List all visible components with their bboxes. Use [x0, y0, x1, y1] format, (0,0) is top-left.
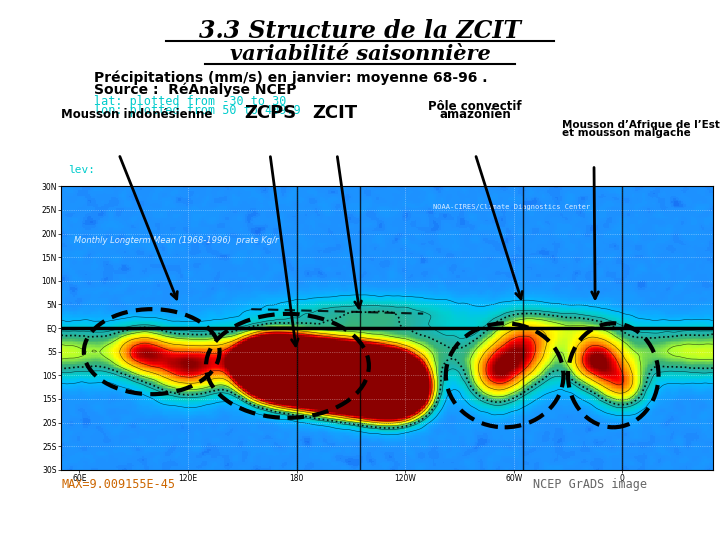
- Text: ZCPS: ZCPS: [244, 104, 296, 122]
- Text: Mousson indonésienne: Mousson indonésienne: [61, 109, 212, 122]
- Text: Pôle convectif: Pôle convectif: [428, 100, 522, 113]
- Text: Monthly Longterm Mean (1968-1996)  prate Kg/r: Monthly Longterm Mean (1968-1996) prate …: [74, 236, 279, 245]
- Text: Source :  RéAnalyse NCEP: Source : RéAnalyse NCEP: [94, 82, 296, 97]
- Text: et mousson malgache: et mousson malgache: [562, 127, 690, 138]
- Text: MAX=9.009155E-45: MAX=9.009155E-45: [61, 478, 175, 491]
- Text: amazonien: amazonien: [439, 109, 511, 122]
- Text: lev:: lev:: [68, 165, 95, 175]
- Text: Mousson d’Afrique de l’Est: Mousson d’Afrique de l’Est: [562, 119, 719, 130]
- Text: NCEP GrADS image: NCEP GrADS image: [533, 478, 647, 491]
- Text: Précipitations (mm/s) en janvier: moyenne 68-96 .: Précipitations (mm/s) en janvier: moyenn…: [94, 70, 487, 85]
- Text: 3.3 Structure de la ZCIT: 3.3 Structure de la ZCIT: [199, 19, 521, 43]
- Text: NOAA-CIRES/Climate Diagnostics Center: NOAA-CIRES/Climate Diagnostics Center: [433, 204, 590, 210]
- Text: ZCIT: ZCIT: [312, 104, 357, 122]
- Text: variabilité saisonnière: variabilité saisonnière: [230, 44, 490, 64]
- Text: lat: plotted from -30 to 30: lat: plotted from -30 to 30: [94, 94, 286, 107]
- Text: lon: plotted from 50 to 409.9: lon: plotted from 50 to 409.9: [94, 104, 300, 117]
